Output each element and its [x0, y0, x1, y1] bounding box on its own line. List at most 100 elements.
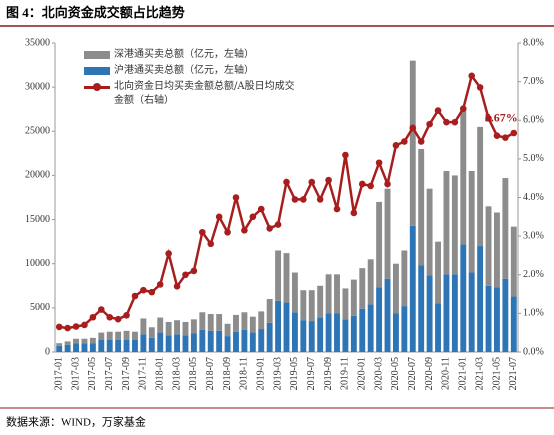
- x-tick-label: 2018-09: [222, 357, 233, 390]
- bar-segment: [300, 290, 307, 321]
- bar-segment: [308, 321, 315, 352]
- bar-segment: [451, 175, 458, 275]
- bar-segment: [367, 304, 374, 352]
- legend-swatch: [84, 64, 110, 78]
- line-point: [148, 288, 156, 296]
- bar-segment: [56, 345, 63, 352]
- bar-segment: [249, 316, 256, 333]
- bar-segment: [224, 336, 231, 352]
- bar-segment: [468, 171, 475, 273]
- line-point: [333, 205, 341, 213]
- line-point: [384, 180, 391, 188]
- bar-segment: [502, 278, 509, 352]
- line-point: [55, 323, 63, 331]
- bar-segment: [216, 314, 223, 331]
- line-point: [358, 180, 366, 188]
- bar-segment: [350, 279, 357, 316]
- line-point: [232, 194, 240, 201]
- x-tick-label: 2021-03: [474, 357, 485, 390]
- bar-segment: [266, 299, 273, 323]
- bar-segment: [165, 321, 172, 336]
- bar-segment: [266, 322, 273, 352]
- x-tick-label: 2020-01: [357, 357, 368, 390]
- y-tick-label: 5000: [30, 302, 50, 313]
- line-point: [434, 107, 442, 114]
- bar-segment: [140, 318, 147, 335]
- bar-segment: [258, 311, 265, 330]
- legend: 深港通买卖总额（亿元，左轴） 沪港通买卖总额（亿元，左轴） 北向资金日均买卖金额总额…: [84, 48, 299, 110]
- bar-segment: [56, 343, 63, 346]
- legend-item: 深港通买卖总额（亿元，左轴）: [84, 48, 299, 62]
- line-point: [409, 124, 417, 132]
- bar-segment: [190, 333, 197, 352]
- line-point: [131, 292, 139, 300]
- x-tick-label: 2017-09: [121, 357, 132, 390]
- x-tick-label: 2019-01: [256, 357, 267, 390]
- y2-tick-label: 7.0%: [523, 76, 544, 87]
- legend-box: [84, 51, 110, 59]
- line-point: [283, 178, 290, 186]
- line-point: [459, 105, 467, 112]
- x-tick-label: 2019-09: [323, 357, 334, 390]
- bar-segment: [308, 290, 315, 322]
- bar-segment: [460, 109, 467, 245]
- line-point: [342, 151, 349, 159]
- line-point: [375, 159, 383, 167]
- bar-segment: [106, 339, 113, 352]
- bar-segment: [123, 330, 130, 340]
- bar-segment: [384, 188, 391, 279]
- x-tick-label: 2018-05: [188, 357, 199, 390]
- line-point: [207, 240, 215, 248]
- bar-segment: [174, 334, 181, 352]
- bar-segment: [342, 288, 349, 320]
- y-tick-label: 10000: [25, 258, 50, 269]
- bar-segment: [510, 226, 517, 297]
- bar-segment: [207, 330, 214, 352]
- legend-label: 北向资金日均买卖金额总额/A股日均成交金额（右轴）: [114, 81, 295, 106]
- bar-segment: [157, 317, 164, 333]
- line-point: [114, 315, 122, 323]
- bar-segment: [376, 201, 383, 288]
- x-tick-label: 2017-03: [70, 357, 81, 390]
- bar-segment: [283, 253, 290, 303]
- bar-segment: [384, 278, 391, 352]
- y2-tick-label: 6.0%: [523, 115, 544, 126]
- y-tick-label: 25000: [25, 126, 50, 137]
- line-point: [224, 228, 231, 236]
- bar-segment: [367, 259, 374, 305]
- line-point: [476, 84, 484, 91]
- bar-segment: [392, 263, 399, 314]
- legend-marker: [93, 83, 101, 91]
- y2-tick-label: 0.0%: [523, 346, 544, 357]
- line-point: [215, 213, 223, 221]
- bar-segment: [275, 300, 282, 352]
- bar-segment: [418, 148, 425, 266]
- line-point: [350, 209, 358, 217]
- source-note: 数据来源：WIND，万家基金: [6, 415, 146, 429]
- x-tick-label: 2018-01: [155, 357, 166, 390]
- bar-segment: [182, 321, 189, 336]
- annotation: 5.67%: [485, 111, 518, 125]
- y-tick-label: 35000: [25, 37, 50, 48]
- line-point: [401, 138, 408, 145]
- bar-segment: [199, 312, 206, 330]
- bar-segment: [435, 303, 441, 352]
- line-point: [493, 132, 501, 139]
- bar-segment: [334, 313, 340, 352]
- line-point: [502, 134, 509, 141]
- bar-segment: [443, 274, 450, 352]
- line-point: [392, 142, 400, 149]
- bar-segment: [451, 274, 458, 352]
- line-point: [106, 313, 114, 321]
- bar-segment: [81, 343, 88, 352]
- line-point: [417, 138, 425, 145]
- x-tick-label: 2018-03: [171, 357, 182, 390]
- x-tick-label: 2019-11: [340, 357, 351, 390]
- line-point: [98, 306, 105, 313]
- bar-segment: [115, 331, 122, 340]
- bar-segment: [73, 338, 79, 344]
- bar-segment: [350, 315, 357, 352]
- x-tick-label: 2021-07: [508, 357, 519, 390]
